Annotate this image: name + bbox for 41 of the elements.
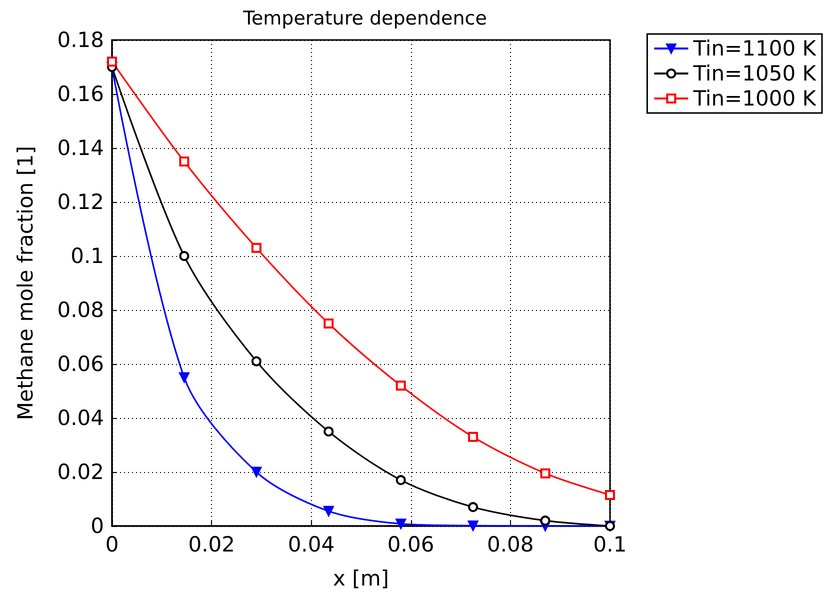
point [540,468,550,478]
y-tick-label: 0.1 [70,244,104,268]
y-tick-label: 0.12 [57,190,104,214]
point [396,380,406,391]
point [605,490,615,500]
legend-label: Tin=1100 K [692,36,818,60]
y-tick-label: 0.04 [57,406,104,430]
point [178,372,190,383]
x-tick-label: 0.02 [188,532,235,556]
x-axis-title: x [m] [333,566,389,590]
point [468,502,478,512]
point [251,356,262,366]
y-tick-label: 0 [90,514,104,538]
legend-label: Tin=1050 K [692,62,818,86]
point [107,56,117,67]
y-tick-label: 0.18 [57,28,104,52]
y-tick-label: 0.08 [57,298,104,322]
point [468,520,478,531]
point [179,156,190,166]
y-axis-title: Methane mole fraction [1] [14,146,38,420]
point [251,466,262,478]
point [324,318,334,328]
x-tick-label: 0.04 [288,532,335,556]
point [323,506,334,516]
x-tick-label: 0.1 [593,532,627,556]
legend-label: Tin=1000 K [692,86,818,110]
x-tick-label: 0.08 [487,532,534,556]
point [396,518,406,530]
y-tick-label: 0.02 [57,460,104,484]
point [251,242,262,253]
chart-title: Temperature dependence [242,8,487,30]
point [324,426,334,436]
y-tick-label: 0.06 [57,352,104,376]
x-tick-label: 0.06 [387,532,434,556]
point [540,516,550,526]
point [179,251,190,261]
y-tick-label: 0.14 [57,136,104,160]
y-tick-label: 0.16 [57,82,104,106]
point [396,475,406,486]
point [468,432,478,442]
x-tick-label: 0 [105,532,119,556]
